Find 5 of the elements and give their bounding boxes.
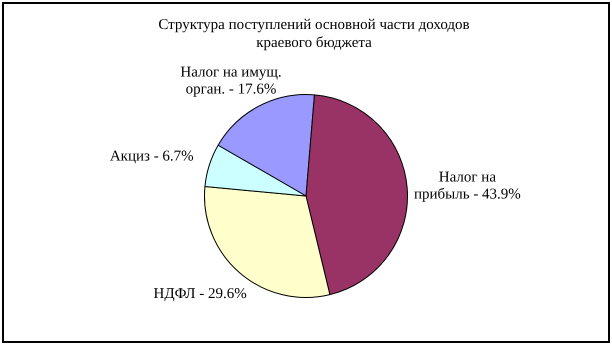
chart-title: Структура поступлений основной части доходов краевого бюджета [157,16,471,52]
slice-label: Налог на прибыль - 43.9% [414,169,521,202]
slice-label: Налог на имущ. орган. - 17.6% [180,64,282,98]
slice-label: Акциз - 6.7% [110,148,194,165]
slice-label: НДФЛ - 29.6% [154,286,247,302]
